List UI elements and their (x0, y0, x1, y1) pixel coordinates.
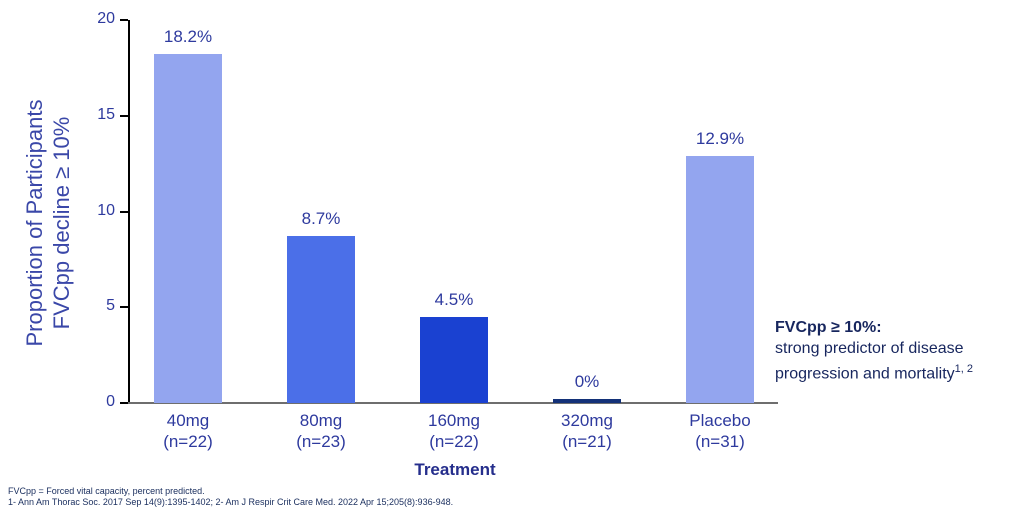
y-axis-title: Proportion of Participants FVCpp decline… (21, 53, 75, 393)
annotation-line2-text: progression and mortality (775, 365, 955, 383)
y-axis-title-line1: Proportion of Participants (22, 99, 47, 347)
x-axis-title: Treatment (414, 460, 496, 479)
bar-value-label-160mg: 4.5% (434, 290, 474, 309)
y-tick-mark-0 (120, 402, 128, 404)
y-tick-label-20: 20 (97, 10, 115, 27)
y-tick-mark-20 (120, 19, 128, 21)
footnote-references: 1- Ann Am Thorac Soc. 2017 Sep 14(9):139… (8, 497, 454, 507)
y-tick-mark-5 (120, 306, 128, 309)
x-category-label-placebo: Placebo (n=31) (653, 410, 787, 452)
x-axis-line (128, 402, 778, 404)
bar-320mg (553, 399, 621, 403)
bar-value-label-320mg: 0% (574, 372, 600, 391)
annotation-reference-superscript: 1, 2 (954, 363, 973, 375)
x-category-dose: 320mg (561, 411, 613, 430)
x-category-label-160mg: 160mg (n=22) (387, 410, 521, 452)
bar-80mg (287, 236, 355, 403)
bar-value-label-40mg: 18.2% (163, 27, 213, 46)
x-category-label-320mg: 320mg (n=21) (520, 410, 654, 452)
x-category-dose: 80mg (299, 411, 343, 430)
y-tick-mark-15 (120, 114, 128, 117)
plot-area: 18.2% 8.7% 4.5% 0% 12.9% (130, 20, 780, 403)
x-category-n: (n=31) (695, 432, 745, 451)
footnotes: FVCpp = Forced vital capacity, percent p… (8, 486, 453, 508)
y-axis-title-line2: FVCpp decline ≥ 10% (49, 116, 74, 330)
x-category-dose: 160mg (428, 411, 480, 430)
annotation-line2: progression and mortality1, 2 (775, 359, 1010, 384)
y-tick-label-10: 10 (97, 201, 115, 219)
x-category-label-40mg: 40mg (n=22) (121, 410, 255, 452)
y-tick-label-15: 15 (97, 105, 115, 123)
x-category-n: (n=22) (163, 432, 213, 451)
annotation-heading: FVCpp ≥ 10%: (775, 319, 882, 336)
bar-placebo (686, 156, 754, 403)
annotation-callout: FVCpp ≥ 10%: strong predictor of disease… (775, 317, 1010, 384)
x-category-dose: 40mg (166, 411, 210, 430)
x-category-n: (n=21) (562, 432, 612, 451)
bar-40mg (154, 54, 222, 403)
bar-160mg (420, 317, 488, 403)
y-axis-line (128, 20, 130, 403)
annotation-line1: strong predictor of disease (775, 340, 964, 357)
footnote-definition: FVCpp = Forced vital capacity, percent p… (8, 486, 205, 496)
x-category-n: (n=23) (296, 432, 346, 451)
x-category-dose: Placebo (689, 411, 751, 430)
y-tick-label-0: 0 (106, 393, 115, 410)
x-category-n: (n=22) (429, 432, 479, 451)
bar-value-label-80mg: 8.7% (301, 209, 341, 228)
y-tick-mark-10 (120, 210, 128, 213)
y-tick-label-5: 5 (106, 297, 115, 315)
bar-value-label-placebo: 12.9% (695, 129, 745, 148)
x-category-label-80mg: 80mg (n=23) (254, 410, 388, 452)
